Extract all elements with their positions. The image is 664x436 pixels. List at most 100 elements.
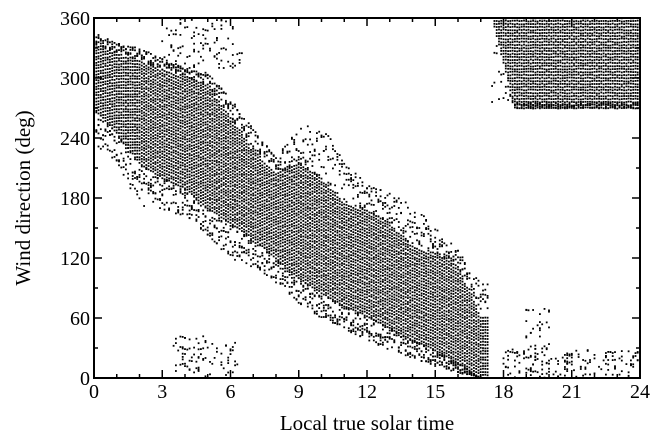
data-point [311,229,314,232]
data-point [270,198,273,201]
data-point [179,119,182,122]
data-point [281,188,284,190]
data-point [152,150,155,153]
data-point [261,200,264,203]
data-point [306,195,309,198]
data-point [231,166,234,169]
data-point [236,226,239,229]
data-point [300,280,302,283]
data-point [206,153,209,155]
data-point [266,145,268,148]
data-point [204,220,207,222]
data-point [343,230,346,232]
data-point [261,218,264,220]
data-point [220,146,223,149]
data-point [281,248,284,251]
data-point [261,236,264,238]
data-point [154,82,157,85]
data-point [302,276,305,279]
data-point [350,331,352,334]
data-point [227,136,230,139]
data-point [190,205,193,207]
data-point [168,117,170,119]
data-point [154,79,157,82]
data-point [277,160,280,163]
data-point [322,150,325,152]
data-point [206,162,209,165]
data-point [302,252,305,255]
data-point [138,66,141,69]
data-point [188,204,191,207]
data-point [120,63,123,65]
data-point [161,132,164,134]
data-point [270,183,273,186]
data-point [122,77,125,80]
data-point [179,185,182,188]
data-point [225,207,227,209]
data-point [206,149,209,152]
data-point [281,263,284,265]
data-point [295,289,298,292]
data-point [195,73,198,76]
data-point [211,232,214,235]
data-point [327,223,330,226]
data-point [172,170,175,172]
data-point [295,199,298,202]
data-point [184,148,186,151]
data-point [204,187,207,189]
data-point [99,63,102,66]
data-point [238,113,241,116]
data-point [99,81,102,84]
data-point [206,167,209,170]
data-point [245,208,248,211]
data-point [215,159,218,162]
data-point [256,136,259,139]
data-point [343,250,346,253]
data-point [341,298,343,300]
data-point [256,220,259,222]
data-point [134,46,136,49]
data-point [336,234,339,237]
data-point [122,60,125,63]
data-point [300,278,302,281]
data-point [145,94,148,97]
data-point [134,138,136,141]
data-point [338,248,341,250]
data-point [150,61,152,64]
data-point [302,199,305,201]
data-point [179,155,182,157]
data-point [284,217,286,220]
data-point [181,162,184,164]
data-point [95,109,98,112]
data-point [229,222,232,224]
data-point [311,292,314,295]
data-point [302,268,305,270]
data-point [318,188,321,191]
data-point [245,193,248,196]
data-point [190,144,193,147]
data-point [231,245,234,248]
data-point [236,157,239,159]
data-point [313,278,316,280]
data-point [304,227,307,230]
data-point [115,159,118,162]
data-point [209,149,211,151]
data-point [229,176,232,179]
data-point [231,113,234,116]
data-point [352,287,355,290]
data-point [222,181,225,184]
data-point [313,224,316,227]
data-point [154,85,157,88]
data-point [332,220,334,223]
data-point [304,188,307,191]
data-point [168,162,170,165]
data-point [238,246,241,249]
data-point [238,222,241,224]
data-point [295,272,298,274]
data-point [188,77,191,79]
data-point [250,211,252,214]
data-point [222,209,225,211]
data-point [188,116,191,119]
data-point [206,209,209,212]
data-point [143,62,145,65]
